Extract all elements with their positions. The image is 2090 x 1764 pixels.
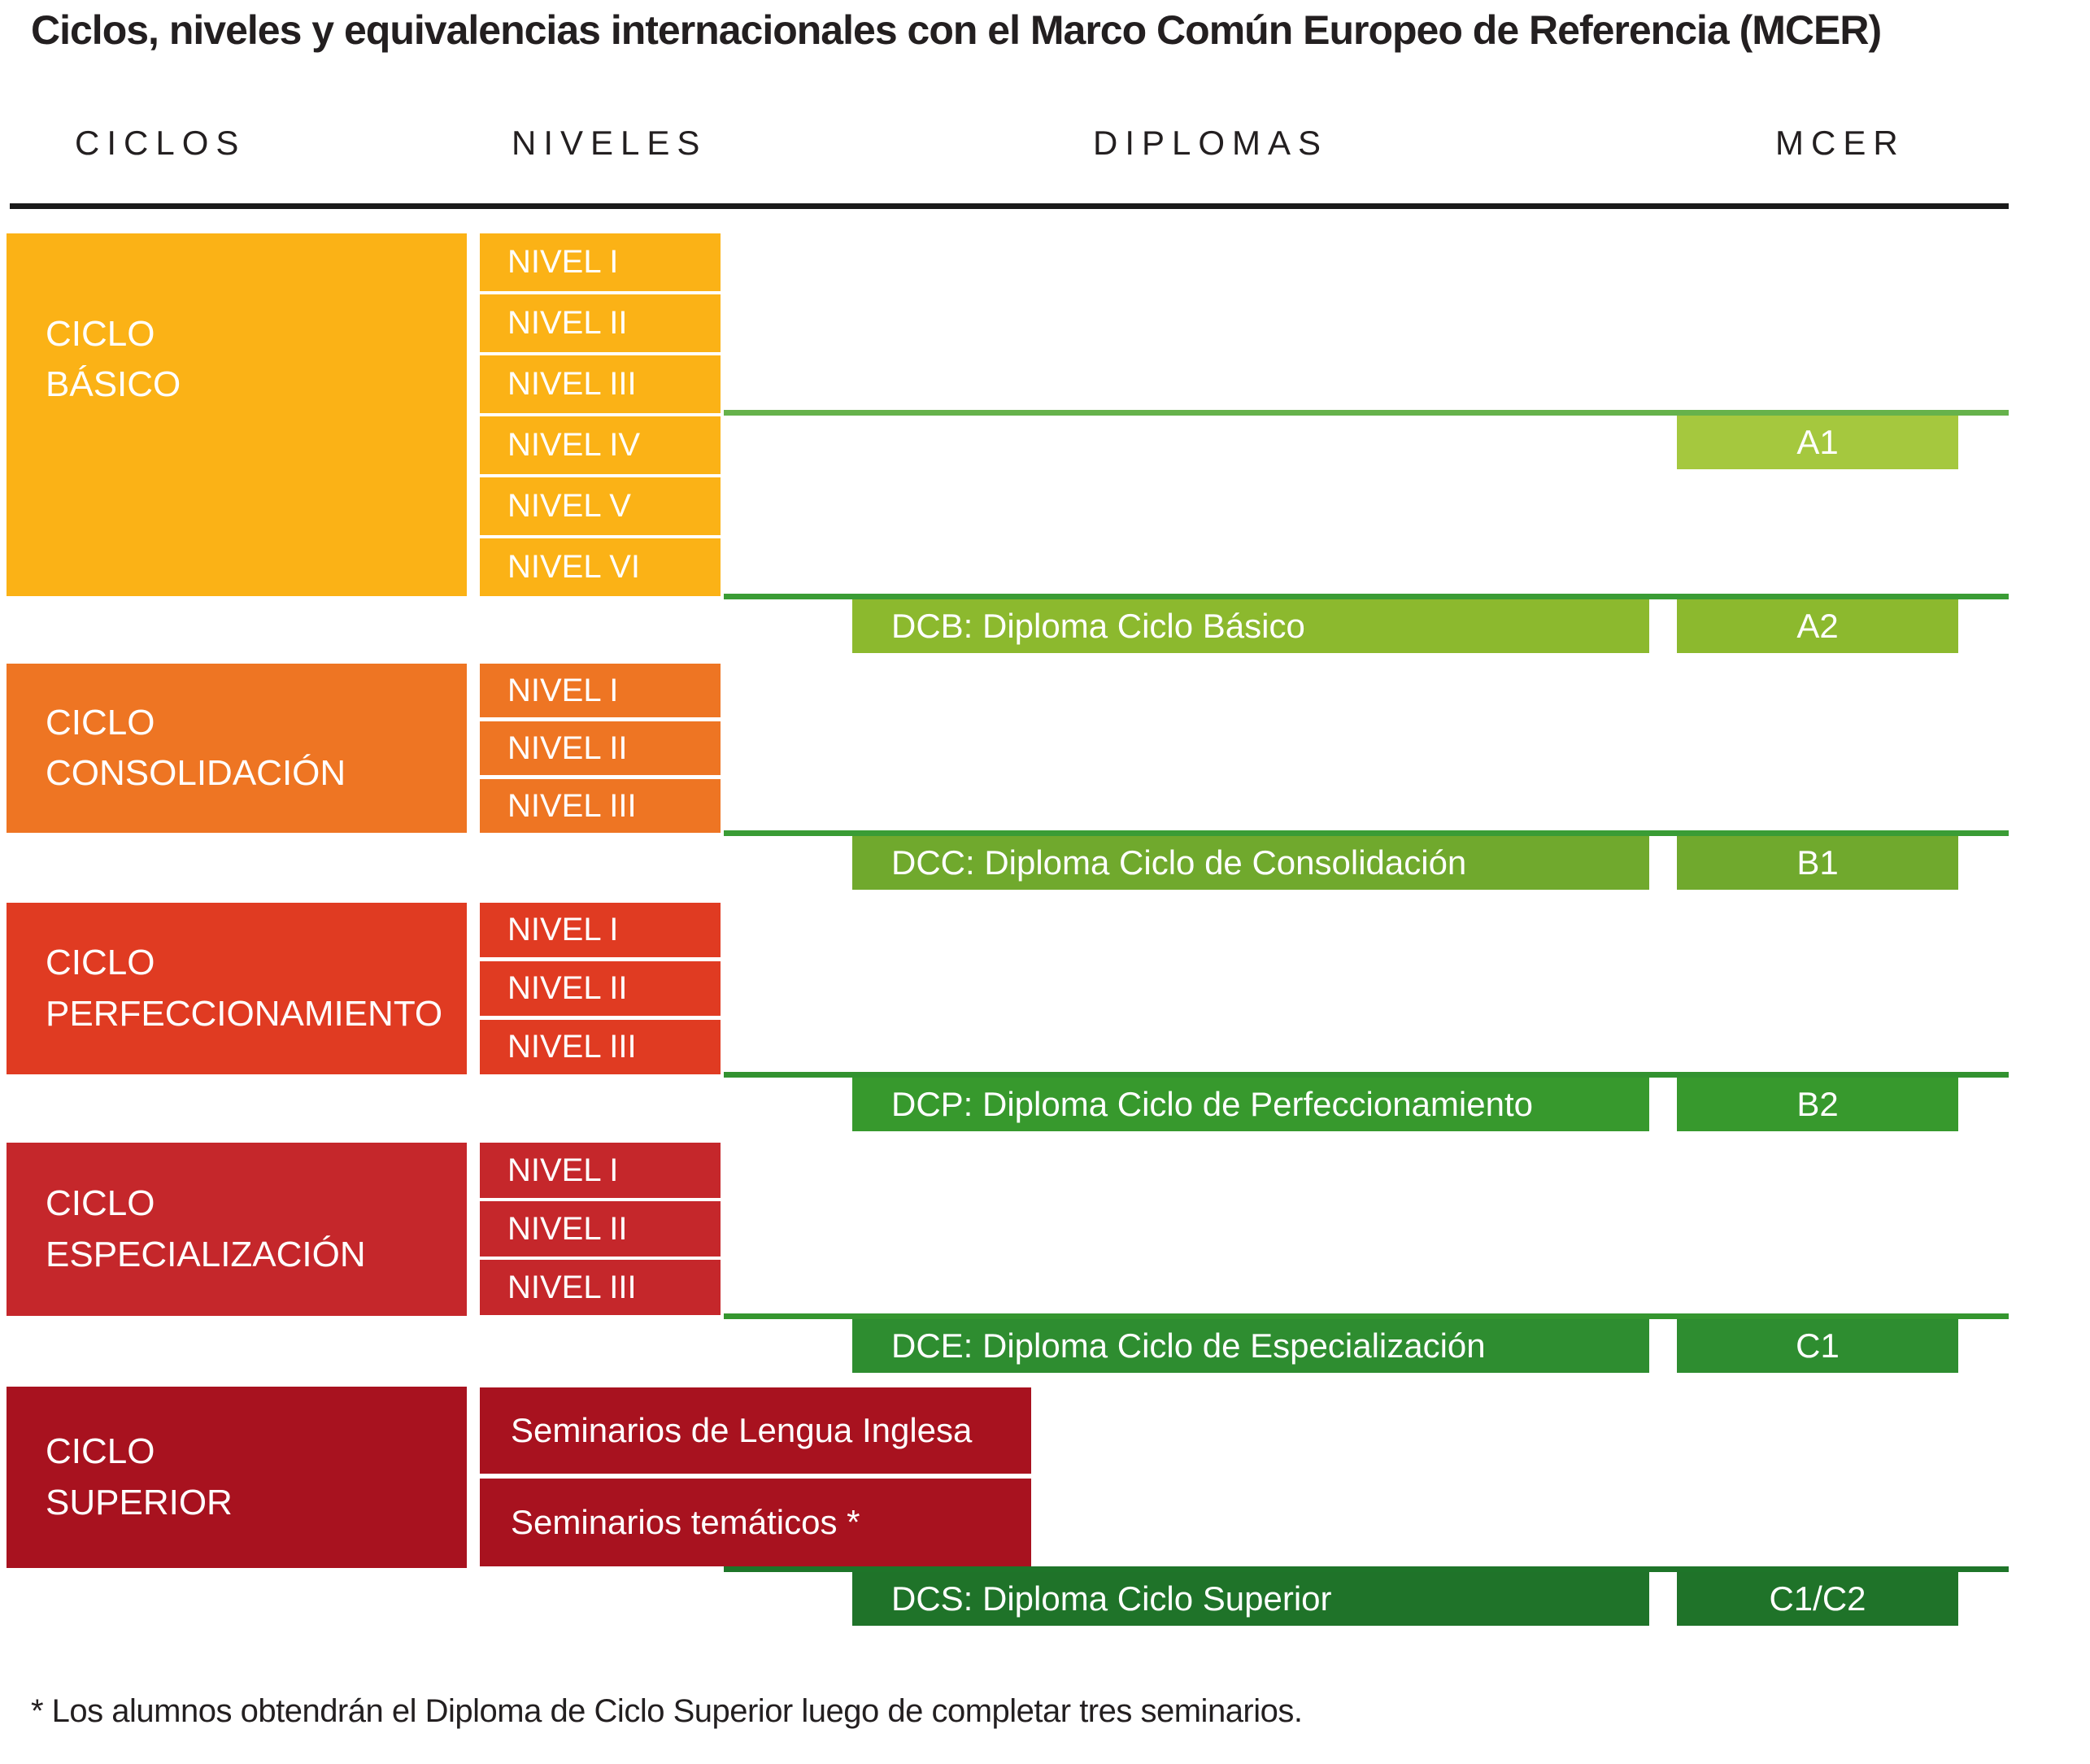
level-cell-consolidacion-3: NIVEL III (480, 779, 721, 833)
cycle-label-especializacion: CICLO ESPECIALIZACIÓN (7, 1178, 366, 1280)
mcer-block-b2: B2 (1677, 1078, 1958, 1131)
diploma-label: DCB: Diploma Ciclo Básico (891, 607, 1305, 645)
level-cell-especializacion-3: NIVEL III (480, 1260, 721, 1315)
level-label: NIVEL III (507, 366, 637, 402)
connector-line-c1 (724, 1313, 2009, 1319)
diploma-label: DCP: Diploma Ciclo de Perfeccionamiento (891, 1085, 1533, 1123)
connector-line-a1 (724, 410, 2009, 416)
column-header-niveles: NIVELES (512, 124, 708, 162)
level-label: NIVEL II (507, 305, 628, 341)
level-cell-consolidacion-1: NIVEL I (480, 664, 721, 717)
level-label: NIVEL I (507, 1152, 619, 1188)
level-label: NIVEL III (507, 787, 637, 824)
diploma-bar-dcc: DCC: Diploma Ciclo de Consolidación (852, 836, 1649, 890)
cycle-label-line1: CICLO (46, 702, 155, 743)
level-label: NIVEL I (507, 672, 619, 708)
mcer-label: C1 (1796, 1326, 1840, 1365)
mcer-label: B1 (1796, 843, 1839, 882)
cycle-label-superior: CICLO SUPERIOR (7, 1426, 233, 1528)
seminar-bar-tematicos: Seminarios temáticos * (480, 1479, 1031, 1566)
cycle-label-line1: CICLO (46, 1183, 155, 1224)
connector-line-b2 (724, 1072, 2009, 1078)
header-rule (10, 203, 2009, 209)
seminar-label: Seminarios temáticos * (511, 1503, 860, 1541)
cycle-label-basico: CICLO BÁSICO (7, 309, 181, 411)
level-cell-basico-2: NIVEL II (480, 294, 721, 352)
level-label: NIVEL VI (507, 549, 641, 585)
cycle-label-line1: CICLO (46, 313, 155, 354)
column-header-mcer: MCER (1775, 124, 1905, 162)
cycle-label-line2: PERFECCIONAMIENTO (46, 993, 443, 1034)
level-cell-consolidacion-2: NIVEL II (480, 721, 721, 775)
level-cell-basico-4: NIVEL IV (480, 416, 721, 474)
level-cell-especializacion-2: NIVEL II (480, 1201, 721, 1257)
seminar-bar-lengua-inglesa: Seminarios de Lengua Inglesa (480, 1387, 1031, 1474)
column-header-diplomas: DIPLOMAS (1093, 124, 1329, 162)
level-cell-perfeccionamiento-1: NIVEL I (480, 903, 721, 957)
diploma-bar-dcb: DCB: Diploma Ciclo Básico (852, 599, 1649, 653)
cycle-label-consolidacion: CICLO CONSOLIDACIÓN (7, 698, 346, 799)
mcer-block-c1: C1 (1677, 1319, 1958, 1373)
page-title: Ciclos, niveles y equivalencias internac… (31, 7, 1882, 53)
mcer-block-a1: A1 (1677, 416, 1958, 469)
cycle-label-line2: CONSOLIDACIÓN (46, 753, 346, 793)
level-label: NIVEL II (507, 1210, 628, 1247)
level-label: NIVEL III (507, 1029, 637, 1065)
connector-line-a2 (724, 594, 2009, 599)
diploma-bar-dce: DCE: Diploma Ciclo de Especialización (852, 1319, 1649, 1373)
level-cell-perfeccionamiento-3: NIVEL III (480, 1020, 721, 1074)
mcer-label: C1/C2 (1769, 1579, 1866, 1618)
diploma-bar-dcp: DCP: Diploma Ciclo de Perfeccionamiento (852, 1078, 1649, 1131)
connector-line-c1c2 (724, 1566, 2009, 1572)
diploma-label: DCS: Diploma Ciclo Superior (891, 1579, 1332, 1618)
cycle-block-perfeccionamiento: CICLO PERFECCIONAMIENTO (7, 903, 467, 1074)
cycle-block-especializacion: CICLO ESPECIALIZACIÓN (7, 1143, 467, 1316)
level-label: NIVEL II (507, 730, 628, 766)
level-cell-basico-3: NIVEL III (480, 355, 721, 413)
cycle-block-basico: CICLO BÁSICO (7, 233, 467, 596)
level-label: NIVEL IV (507, 427, 641, 463)
cycle-block-superior: CICLO SUPERIOR (7, 1387, 467, 1568)
level-cell-basico-1: NIVEL I (480, 233, 721, 291)
seminar-label: Seminarios de Lengua Inglesa (511, 1411, 973, 1449)
cycle-label-line1: CICLO (46, 1431, 155, 1472)
mcer-label: B2 (1796, 1085, 1839, 1123)
mcer-label: A2 (1796, 607, 1839, 645)
level-cell-basico-5: NIVEL V (480, 477, 721, 535)
level-cell-basico-6: NIVEL VI (480, 538, 721, 596)
level-label: NIVEL I (507, 244, 619, 280)
level-label: NIVEL I (507, 912, 619, 947)
mcer-block-c1c2: C1/C2 (1677, 1572, 1958, 1626)
mcer-block-a2: A2 (1677, 599, 1958, 653)
level-label: NIVEL III (507, 1269, 637, 1305)
mcer-label: A1 (1796, 423, 1839, 461)
level-label: NIVEL II (507, 970, 628, 1006)
column-header-ciclos: CICLOS (75, 124, 246, 162)
cycle-label-line1: CICLO (46, 943, 155, 983)
cycle-label-line2: BÁSICO (46, 364, 181, 404)
diploma-bar-dcs: DCS: Diploma Ciclo Superior (852, 1572, 1649, 1626)
diploma-label: DCE: Diploma Ciclo de Especialización (891, 1326, 1486, 1365)
cycle-block-consolidacion: CICLO CONSOLIDACIÓN (7, 664, 467, 833)
cycle-label-line2: SUPERIOR (46, 1482, 233, 1522)
cycle-label-perfeccionamiento: CICLO PERFECCIONAMIENTO (7, 938, 442, 1039)
cycle-label-line2: ESPECIALIZACIÓN (46, 1234, 366, 1274)
mcer-block-b1: B1 (1677, 836, 1958, 890)
footnote: * Los alumnos obtendrán el Diploma de Ci… (31, 1693, 1303, 1729)
connector-line-b1 (724, 830, 2009, 836)
level-label: NIVEL V (507, 488, 631, 524)
level-cell-perfeccionamiento-2: NIVEL II (480, 961, 721, 1016)
level-cell-especializacion-1: NIVEL I (480, 1143, 721, 1198)
diploma-label: DCC: Diploma Ciclo de Consolidación (891, 843, 1467, 882)
